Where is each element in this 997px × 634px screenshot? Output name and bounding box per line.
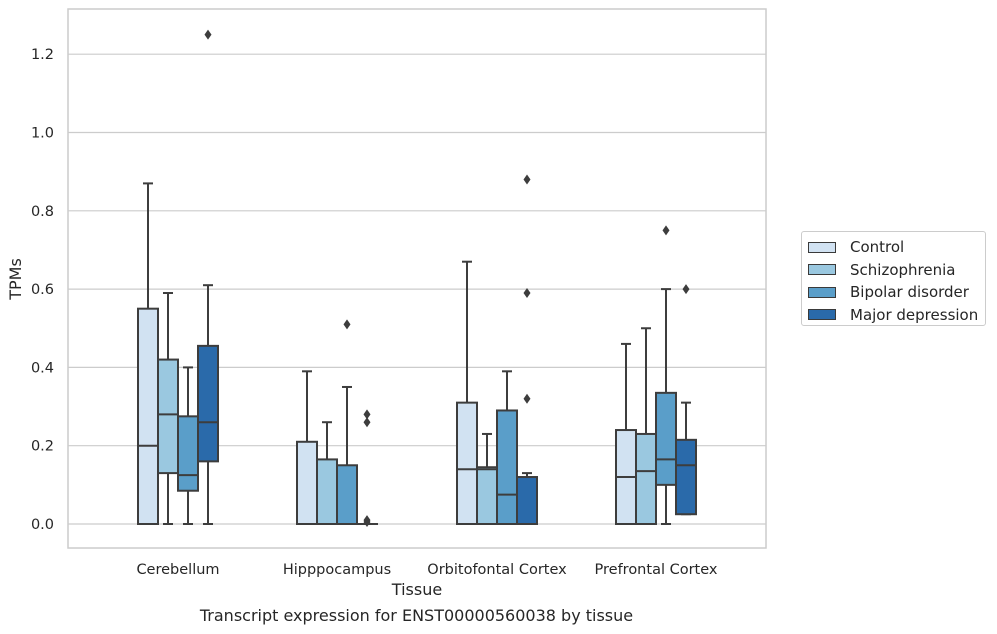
legend: Control Schizophrenia Bipolar disorder Majo…	[801, 231, 986, 326]
box-major-depression	[356, 409, 378, 528]
y-tick-label: 1.2	[31, 47, 54, 63]
box-iqr	[655, 391, 677, 486]
box-iqr	[157, 358, 179, 475]
box-schizophrenia	[635, 327, 657, 525]
legend-label: Control	[850, 238, 905, 257]
legend-swatch	[808, 286, 836, 298]
legend-label: Schizophrenia	[850, 260, 956, 279]
box-bipolar-disorder	[177, 366, 199, 525]
box-iqr	[197, 344, 219, 463]
box-bipolar-disorder	[655, 225, 677, 525]
box-iqr	[137, 307, 159, 525]
box-schizophrenia	[316, 421, 338, 525]
outlier-point	[363, 515, 371, 526]
legend-item: Control	[808, 236, 985, 259]
y-tick-label: 0.8	[31, 204, 54, 220]
box-control	[296, 370, 318, 525]
box-schizophrenia	[476, 432, 498, 526]
box-major-depression	[197, 29, 219, 525]
y-tick-label: 0.2	[31, 439, 54, 455]
box-bipolar-disorder	[496, 370, 518, 525]
legend-swatch	[808, 241, 836, 253]
box-iqr	[456, 401, 478, 526]
box-major-depression	[675, 284, 697, 516]
legend-item: Schizophrenia	[808, 259, 985, 282]
legend-swatch	[808, 309, 836, 321]
box-plots	[137, 29, 697, 528]
box-iqr	[296, 440, 318, 525]
x-tick-label: Prefrontal Cortex	[595, 562, 718, 578]
y-tick-labels: 0.0 0.2 0.4 0.6 0.8 1.0 1.2	[31, 47, 54, 533]
y-tick-label: 1.0	[31, 126, 54, 142]
outlier-point	[662, 225, 670, 236]
box-iqr	[675, 438, 697, 516]
legend-item: Major depression	[808, 304, 985, 327]
box-iqr	[516, 476, 538, 525]
box-major-depression	[516, 174, 538, 525]
x-axis-label: Tissue	[391, 580, 442, 599]
outlier-point	[363, 417, 371, 428]
chart-caption: Transcript expression for ENST0000056003…	[199, 606, 634, 625]
box-control	[456, 260, 478, 526]
outlier-point	[363, 409, 371, 420]
box-iqr	[496, 409, 518, 525]
legend-swatch	[808, 264, 836, 276]
box-iqr	[177, 415, 199, 492]
plot-frame	[67, 8, 767, 549]
y-tick-label: 0.6	[31, 282, 54, 298]
legend-label: Major depression	[850, 305, 979, 324]
x-tick-labels: Cerebellum Hipppocampus Orbitofontal Corte…	[136, 562, 717, 578]
y-tick-label: 0.4	[31, 360, 54, 376]
box-control	[615, 342, 637, 526]
x-tick-label: Hipppocampus	[283, 562, 391, 578]
box-schizophrenia	[157, 292, 179, 525]
outlier-point	[204, 29, 212, 40]
box-iqr	[635, 432, 657, 525]
y-tick-label: 0.0	[31, 517, 54, 533]
box-iqr	[476, 466, 498, 526]
outlier-point	[523, 393, 531, 404]
x-tick-label: Cerebellum	[136, 562, 219, 578]
box-iqr	[336, 464, 358, 525]
outlier-point	[523, 174, 531, 185]
outlier-point	[523, 288, 531, 299]
outlier-point	[682, 284, 690, 295]
outlier-point	[343, 319, 351, 330]
legend-item: Bipolar disorder	[808, 281, 985, 304]
box-iqr	[316, 458, 338, 525]
y-axis-label: TPMs	[6, 258, 25, 301]
legend-label: Bipolar disorder	[850, 283, 969, 302]
x-tick-label: Orbitofontal Cortex	[427, 562, 567, 578]
box-bipolar-disorder	[336, 319, 358, 525]
box-control	[137, 182, 159, 525]
